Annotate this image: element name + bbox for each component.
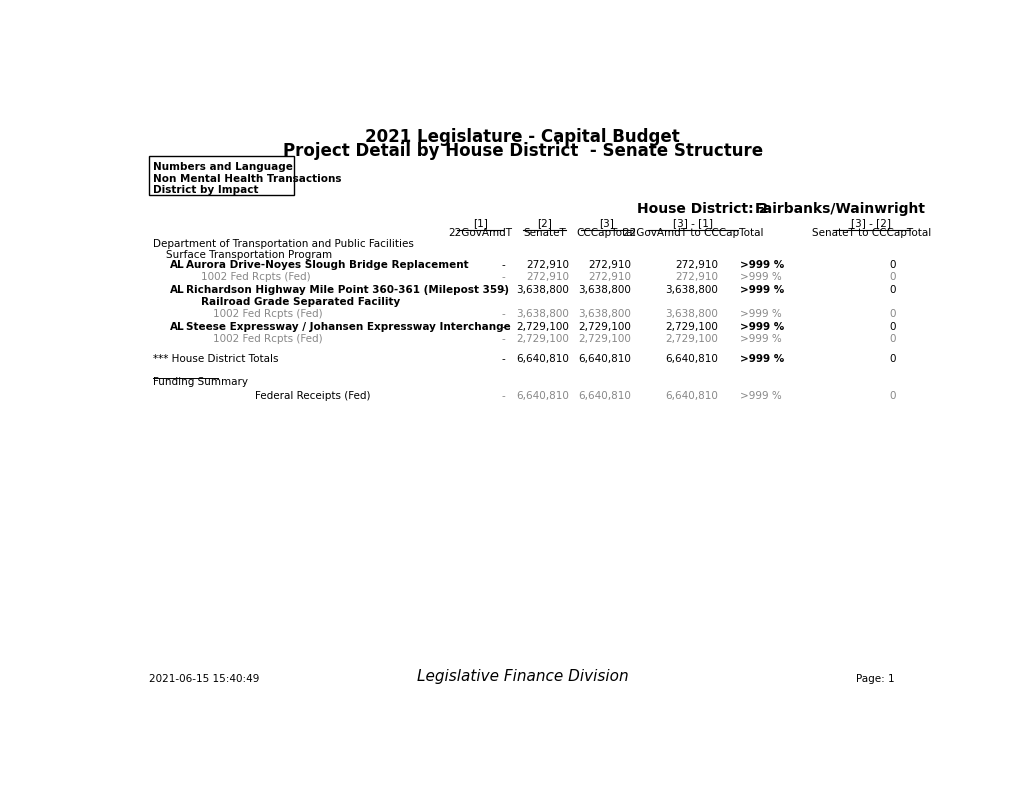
Text: 6,640,810: 6,640,810: [664, 354, 717, 364]
Text: -: -: [500, 310, 504, 319]
Text: >999 %: >999 %: [739, 260, 784, 270]
Text: Department of Transportation and Public Facilities: Department of Transportation and Public …: [153, 240, 414, 249]
Text: [3]: [3]: [598, 217, 613, 228]
Text: 6,640,810: 6,640,810: [516, 391, 569, 401]
Text: 22GovAmdT: 22GovAmdT: [447, 228, 512, 238]
Text: >999 %: >999 %: [739, 334, 781, 344]
Text: 2021 Legislature - Capital Budget: 2021 Legislature - Capital Budget: [365, 128, 680, 146]
Text: 2,729,100: 2,729,100: [578, 322, 631, 332]
Text: 3,638,800: 3,638,800: [664, 310, 717, 319]
Text: -: -: [500, 273, 504, 282]
Text: Project Detail by House District  - Senate Structure: Project Detail by House District - Senat…: [282, 142, 762, 159]
Text: 0: 0: [889, 284, 896, 295]
Text: 0: 0: [889, 273, 896, 282]
Text: 0: 0: [889, 354, 896, 364]
Text: Richardson Highway Mile Point 360-361 (Milepost 359): Richardson Highway Mile Point 360-361 (M…: [185, 284, 508, 295]
Text: 3,638,800: 3,638,800: [664, 284, 717, 295]
Text: 2021-06-15 15:40:49: 2021-06-15 15:40:49: [149, 675, 259, 685]
Text: 2,729,100: 2,729,100: [664, 322, 717, 332]
Text: >999 %: >999 %: [739, 354, 784, 364]
Text: 272,910: 272,910: [675, 273, 717, 282]
Text: Numbers and Language: Numbers and Language: [153, 162, 292, 173]
Text: Legislative Finance Division: Legislative Finance Division: [417, 669, 628, 685]
Text: 272,910: 272,910: [675, 260, 717, 270]
Text: -: -: [500, 322, 504, 332]
Text: SenateT to CCCapTotal: SenateT to CCCapTotal: [811, 228, 930, 238]
Text: 22GovAmdT to CCCapTotal: 22GovAmdT to CCCapTotal: [623, 228, 763, 238]
Text: 3,638,800: 3,638,800: [578, 284, 631, 295]
Text: 2,729,100: 2,729,100: [664, 334, 717, 344]
Text: 6,640,810: 6,640,810: [578, 391, 631, 401]
Text: Railroad Grade Separated Facility: Railroad Grade Separated Facility: [201, 297, 400, 307]
Text: 6,640,810: 6,640,810: [578, 354, 631, 364]
Text: 3,638,800: 3,638,800: [516, 310, 569, 319]
Text: 0: 0: [889, 260, 896, 270]
Text: 6,640,810: 6,640,810: [664, 391, 717, 401]
Text: 0: 0: [889, 334, 896, 344]
Text: Non Mental Health Transactions: Non Mental Health Transactions: [153, 174, 341, 184]
Text: Funding Summary: Funding Summary: [153, 377, 248, 387]
Text: -: -: [500, 284, 504, 295]
Text: 1002 Fed Rcpts (Fed): 1002 Fed Rcpts (Fed): [201, 273, 311, 282]
Text: 272,910: 272,910: [588, 260, 631, 270]
Text: 272,910: 272,910: [526, 260, 569, 270]
Text: 272,910: 272,910: [588, 273, 631, 282]
Text: [3] - [2]: [3] - [2]: [851, 217, 891, 228]
Text: >999 %: >999 %: [739, 273, 781, 282]
Text: CCCapTotal: CCCapTotal: [576, 228, 636, 238]
Text: -: -: [500, 334, 504, 344]
Text: Steese Expressway / Johansen Expressway Interchange: Steese Expressway / Johansen Expressway …: [185, 322, 510, 332]
Text: >999 %: >999 %: [739, 391, 781, 401]
Text: >999 %: >999 %: [739, 322, 784, 332]
Text: Aurora Drive-Noyes Slough Bridge Replacement: Aurora Drive-Noyes Slough Bridge Replace…: [185, 260, 468, 270]
Text: >999 %: >999 %: [739, 310, 781, 319]
Text: [1]: [1]: [472, 217, 487, 228]
Text: *** House District Totals: *** House District Totals: [153, 354, 278, 364]
Text: >999 %: >999 %: [739, 284, 784, 295]
Text: -: -: [500, 354, 504, 364]
Text: 6,640,810: 6,640,810: [516, 354, 569, 364]
Text: AL: AL: [170, 322, 184, 332]
Text: 0: 0: [889, 310, 896, 319]
Text: 3,638,800: 3,638,800: [578, 310, 631, 319]
Text: AL: AL: [170, 260, 184, 270]
Text: 1002 Fed Rcpts (Fed): 1002 Fed Rcpts (Fed): [213, 334, 322, 344]
Text: 2,729,100: 2,729,100: [578, 334, 631, 344]
Text: 2,729,100: 2,729,100: [516, 322, 569, 332]
Text: 3,638,800: 3,638,800: [516, 284, 569, 295]
Text: 272,910: 272,910: [526, 273, 569, 282]
Text: District by Impact: District by Impact: [153, 185, 259, 195]
Text: 0: 0: [889, 391, 896, 401]
Bar: [149, 156, 293, 195]
Text: SenateT: SenateT: [523, 228, 566, 238]
Text: House District: 2: House District: 2: [636, 203, 767, 217]
Text: [3] - [1]: [3] - [1]: [673, 217, 712, 228]
Text: [2]: [2]: [536, 217, 551, 228]
Text: Surface Transportation Program: Surface Transportation Program: [166, 250, 332, 260]
Text: Federal Receipts (Fed): Federal Receipts (Fed): [255, 391, 371, 401]
Text: -: -: [500, 260, 504, 270]
Text: Fairbanks/Wainwright: Fairbanks/Wainwright: [754, 203, 925, 217]
Text: Page: 1: Page: 1: [855, 675, 894, 685]
Text: 1002 Fed Rcpts (Fed): 1002 Fed Rcpts (Fed): [213, 310, 322, 319]
Text: 2,729,100: 2,729,100: [516, 334, 569, 344]
Text: -: -: [500, 391, 504, 401]
Text: 0: 0: [889, 322, 896, 332]
Text: AL: AL: [170, 284, 184, 295]
